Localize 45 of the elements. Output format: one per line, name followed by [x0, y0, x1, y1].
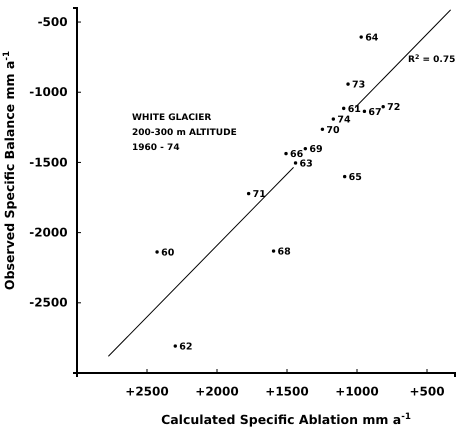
point: [362, 110, 366, 114]
x-tick-label: +2500: [125, 384, 169, 399]
annotation: 67: [368, 106, 382, 118]
x-tick-label: +500: [409, 384, 445, 399]
point: [342, 174, 346, 178]
point: [272, 249, 276, 253]
y-tick-label: -500: [38, 14, 68, 29]
annotation: 61: [348, 104, 361, 115]
point: [346, 82, 350, 86]
annotation: 68: [278, 246, 292, 258]
point: [294, 161, 298, 165]
x-tick-label: +2000: [195, 384, 239, 399]
annotation: 62: [179, 342, 193, 353]
point: [342, 106, 346, 110]
annotation: 200-300 m ALTITUDE: [132, 128, 237, 138]
annotation: 1960 - 74: [132, 143, 180, 153]
annotation: 72: [387, 102, 400, 114]
point: [304, 146, 308, 150]
annotation: 74: [337, 114, 351, 126]
annotation: 73: [352, 80, 366, 91]
point: [332, 117, 336, 121]
annotation: 63: [300, 158, 313, 170]
point: [381, 105, 385, 108]
point: [174, 344, 177, 348]
annotation: 60: [161, 247, 175, 258]
y-tick-label: -1500: [29, 155, 68, 170]
x-tick-label: +1500: [265, 384, 309, 399]
point: [360, 35, 363, 39]
x-axis-title: Calculated Specific Ablation mm a$^{-1}$: [161, 412, 411, 427]
y-tick-label: -2000: [29, 225, 68, 240]
point: [246, 192, 250, 196]
annotation: R$^{2}$ = 0.75: [408, 54, 456, 65]
point: [155, 250, 159, 254]
annotation: 64: [365, 32, 379, 44]
y-tick-label: -2500: [29, 296, 68, 310]
annotation: 65: [348, 172, 362, 184]
x-tick-label: +1000: [335, 384, 379, 399]
annotation: 66: [290, 149, 304, 160]
annotation: 71: [252, 189, 266, 200]
point: [284, 152, 288, 156]
annotation: 70: [326, 124, 340, 136]
point: [320, 128, 324, 131]
annotation: WHITE GLACIER: [132, 113, 212, 123]
y-tick-label: -1000: [29, 85, 68, 100]
annotation: 69: [309, 144, 323, 156]
